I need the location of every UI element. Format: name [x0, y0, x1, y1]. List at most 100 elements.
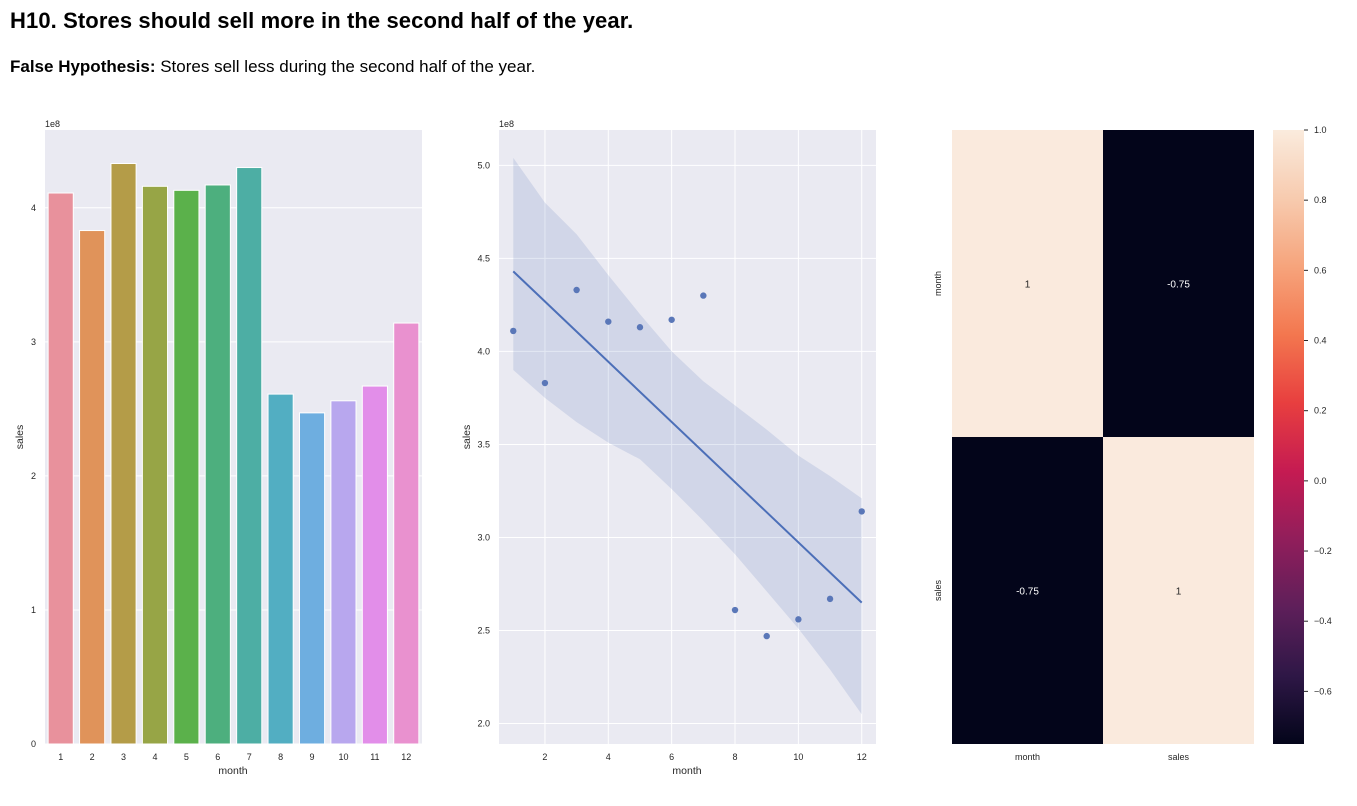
scatter-point: [700, 292, 707, 299]
hypothesis-line: False Hypothesis: Stores sell less durin…: [10, 57, 535, 77]
hypothesis-text: Stores sell less during the second half …: [155, 57, 536, 76]
bar-x-tick-label: 6: [215, 752, 220, 762]
colorbar-tick-label: 0.6: [1314, 265, 1327, 275]
bar-x-tick-label: 12: [401, 752, 411, 762]
bar: [361, 385, 388, 745]
colorbar-tick-label: 0.0: [1314, 476, 1327, 486]
heatmap-labels: month sales month sales: [933, 271, 1190, 762]
heatmap-cell-value: 1: [1025, 280, 1031, 291]
colorbar-tick-label: −0.4: [1314, 616, 1332, 626]
heatmap-cell-value: 1: [1176, 587, 1182, 598]
bar-x-axis-label: month: [218, 765, 247, 777]
scatter-point: [573, 286, 580, 294]
bar-x-tick-label: 4: [152, 752, 157, 762]
colorbar-tick-label: 0.8: [1314, 195, 1327, 205]
scatter-x-tick-label: 2: [542, 752, 547, 762]
bar: [141, 185, 169, 745]
bar-y-tick-label: 4: [31, 203, 36, 213]
colorbar-tick-label: 0.2: [1314, 406, 1327, 416]
scatter-y-axis-label: sales: [461, 425, 473, 450]
colorbar-tick-label: 0.4: [1314, 336, 1327, 346]
scatter-point: [731, 606, 739, 614]
bar-x-tick-label: 7: [247, 752, 252, 762]
heatmap-cell-value: -0.75: [1167, 280, 1190, 291]
hypothesis-label: False Hypothesis:: [10, 57, 156, 76]
bar: [267, 393, 294, 745]
heatmap-cells: 1 -0.75 -0.75 1: [952, 130, 1254, 744]
bar-x-tick-label: 9: [310, 752, 315, 762]
scatter-point: [858, 508, 865, 515]
scatter-y-tick-label: 3.0: [477, 532, 490, 542]
scatter-y-tick-label: 2.0: [477, 719, 490, 729]
bar-offset-label: 1e8: [45, 119, 60, 129]
scatter-point: [541, 379, 549, 387]
scatter-point: [636, 324, 644, 331]
heatmap-cell-value: -0.75: [1016, 587, 1039, 598]
bar: [204, 184, 231, 745]
bar-y-axis-label: sales: [14, 425, 26, 450]
bar: [173, 189, 200, 745]
bar-plot-area: [45, 130, 422, 744]
bar: [330, 400, 357, 745]
heatmap-cell: [952, 437, 1103, 744]
correlation-heatmap: 1 -0.75 -0.75 1 month sales month sales 1.0 0.8…: [933, 125, 1332, 762]
bar-y-tick-label: 1: [31, 605, 36, 615]
scatter-grid: [499, 130, 876, 744]
scatter-y-tick-label: 5.0: [477, 160, 490, 170]
bar-y-tick-label: 3: [31, 337, 36, 347]
scatter-y-tick-label: 3.5: [477, 439, 490, 449]
page-title: H10. Stores should sell more in the seco…: [10, 8, 634, 33]
scatter-point: [826, 595, 834, 603]
heatmap-col-label: month: [1015, 752, 1040, 762]
bar-x-tick-label: 5: [184, 752, 189, 762]
bar-grid: [45, 207, 422, 745]
bar-x-tick-label: 8: [278, 752, 283, 762]
bar-x-tick-label: 1: [58, 752, 63, 762]
heatmap-row-label: month: [933, 271, 943, 296]
scatter-chart: 2.02.53.03.54.04.55.02 4 6 8 10 12 1e8 month …: [461, 119, 876, 777]
scatter-point: [795, 616, 802, 623]
bar: [298, 412, 326, 745]
bar: [393, 322, 420, 745]
bar-y-tick-label: 2: [31, 471, 36, 481]
scatter-x-tick-label: 6: [669, 752, 674, 762]
scatter-x-tick-label: 8: [733, 752, 738, 762]
bar-x-tick-label: 3: [121, 752, 126, 762]
scatter-point: [510, 327, 517, 335]
bar-x-tick-label: 2: [90, 752, 95, 762]
bar: [79, 230, 106, 745]
bar-y-tick-label: 0: [31, 739, 36, 749]
scatter-x-axis-label: month: [672, 765, 701, 777]
scatter-x-tick-label: 12: [857, 752, 867, 762]
heatmap-row-label: sales: [933, 579, 943, 601]
scatter-offset-label: 1e8: [499, 119, 514, 129]
bar: [110, 163, 137, 745]
scatter-point: [605, 318, 612, 325]
scatter-x-tick-label: 4: [606, 752, 611, 762]
scatter-point: [763, 632, 770, 640]
scatter-x-tick-label: 10: [793, 752, 803, 762]
scatter-ticks: 2.0 2.5 3.0 3.5 4.0 4.5 5.0 2 4 6 8 10 12: [477, 160, 866, 762]
colorbar: [1273, 130, 1304, 744]
colorbar-tick-label: −0.6: [1314, 686, 1332, 696]
bar-bars: [47, 163, 420, 745]
colorbar-tick-label: 1.0: [1314, 125, 1327, 135]
regression-line: [512, 270, 863, 604]
colorbar-ticks: 1.0 0.8 0.6 0.4 0.2 0.0 −0.2 −0.4 −0.6: [1304, 125, 1332, 696]
heatmap-col-label: sales: [1168, 752, 1190, 762]
heatmap-cell: [952, 130, 1103, 437]
heatmap-cell: [1103, 437, 1254, 744]
heatmap-cell: [1103, 130, 1254, 437]
scatter-y-tick-label: 4.0: [477, 346, 490, 356]
colorbar-tick-label: −0.2: [1314, 546, 1332, 556]
scatter-y-tick-label: 2.5: [477, 626, 490, 636]
bar-x-tick-label: 10: [338, 752, 348, 762]
scatter-points: [510, 286, 865, 640]
scatter-point: [668, 316, 675, 323]
bar: [236, 167, 263, 745]
bar: [47, 192, 74, 745]
bar-x-tick-label: 11: [370, 752, 379, 762]
